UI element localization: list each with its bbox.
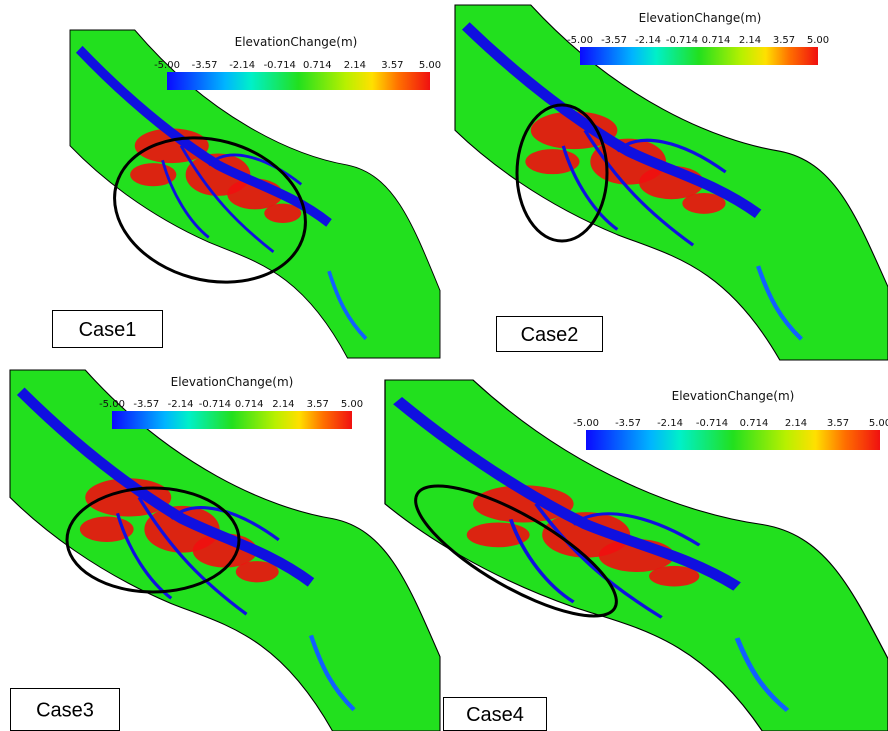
colorbar-tick-label: 0.714 bbox=[740, 418, 769, 429]
colorbar bbox=[167, 72, 430, 90]
colorbar bbox=[112, 411, 352, 429]
colorbar-tick-label: 3.57 bbox=[307, 399, 329, 410]
colorbar-tick-label: 5.00 bbox=[419, 60, 441, 71]
colorbar-tick-label: -2.14 bbox=[635, 35, 661, 46]
colorbar-tick-label: 5.00 bbox=[807, 35, 829, 46]
colorbar-tick-label: 5.00 bbox=[341, 399, 363, 410]
colorbar-tick-label: -5.00 bbox=[154, 60, 180, 71]
colorbar-tick-label: -2.14 bbox=[168, 399, 194, 410]
case-label: Case3 bbox=[36, 700, 94, 722]
colorbar-tick-label: 2.14 bbox=[272, 399, 294, 410]
colorbar-tick-label: -3.57 bbox=[601, 35, 627, 46]
colorbar-tick-label: -0.714 bbox=[264, 60, 296, 71]
case-label: Case1 bbox=[79, 319, 137, 341]
colorbar-tick-label: 2.14 bbox=[785, 418, 807, 429]
colorbar-tick-label: -0.714 bbox=[666, 35, 698, 46]
colorbar-title: ElevationChange(m) bbox=[235, 35, 358, 49]
colorbar-tick-label: -5.00 bbox=[567, 35, 593, 46]
colorbar-tick-label: -2.14 bbox=[657, 418, 683, 429]
colorbar-tick-label: -3.57 bbox=[192, 60, 218, 71]
colorbar-tick-label: 3.57 bbox=[381, 60, 403, 71]
colorbar-tick-label: 3.57 bbox=[773, 35, 795, 46]
figure: ElevationChange(m) -5.00 -3.57 -2.14 -0.714 0… bbox=[0, 0, 888, 731]
colorbar-tick-label: 3.57 bbox=[827, 418, 849, 429]
colorbar bbox=[586, 430, 880, 450]
colorbar-tick-label: -0.714 bbox=[696, 418, 728, 429]
case-label: Case4 bbox=[466, 704, 524, 726]
colorbar-title: ElevationChange(m) bbox=[672, 389, 795, 403]
colorbar-tick-label: -5.00 bbox=[99, 399, 125, 410]
colorbar-tick-label: -3.57 bbox=[615, 418, 641, 429]
colorbar-tick-label: -2.14 bbox=[229, 60, 255, 71]
colorbar-title: ElevationChange(m) bbox=[171, 375, 294, 389]
colorbar-tick-label: 2.14 bbox=[739, 35, 761, 46]
colorbar-tick-label: 0.714 bbox=[702, 35, 731, 46]
colorbar bbox=[580, 47, 818, 65]
case-label: Case2 bbox=[521, 324, 579, 346]
colorbar-title: ElevationChange(m) bbox=[639, 11, 762, 25]
colorbar-tick-label: 0.714 bbox=[303, 60, 332, 71]
colorbar-tick-label: 2.14 bbox=[344, 60, 366, 71]
colorbar-tick-label: -5.00 bbox=[573, 418, 599, 429]
colorbar-tick-label: -0.714 bbox=[199, 399, 231, 410]
colorbar-tick-label: 5.00 bbox=[869, 418, 888, 429]
colorbar-tick-label: -3.57 bbox=[133, 399, 159, 410]
colorbar-tick-label: 0.714 bbox=[235, 399, 264, 410]
